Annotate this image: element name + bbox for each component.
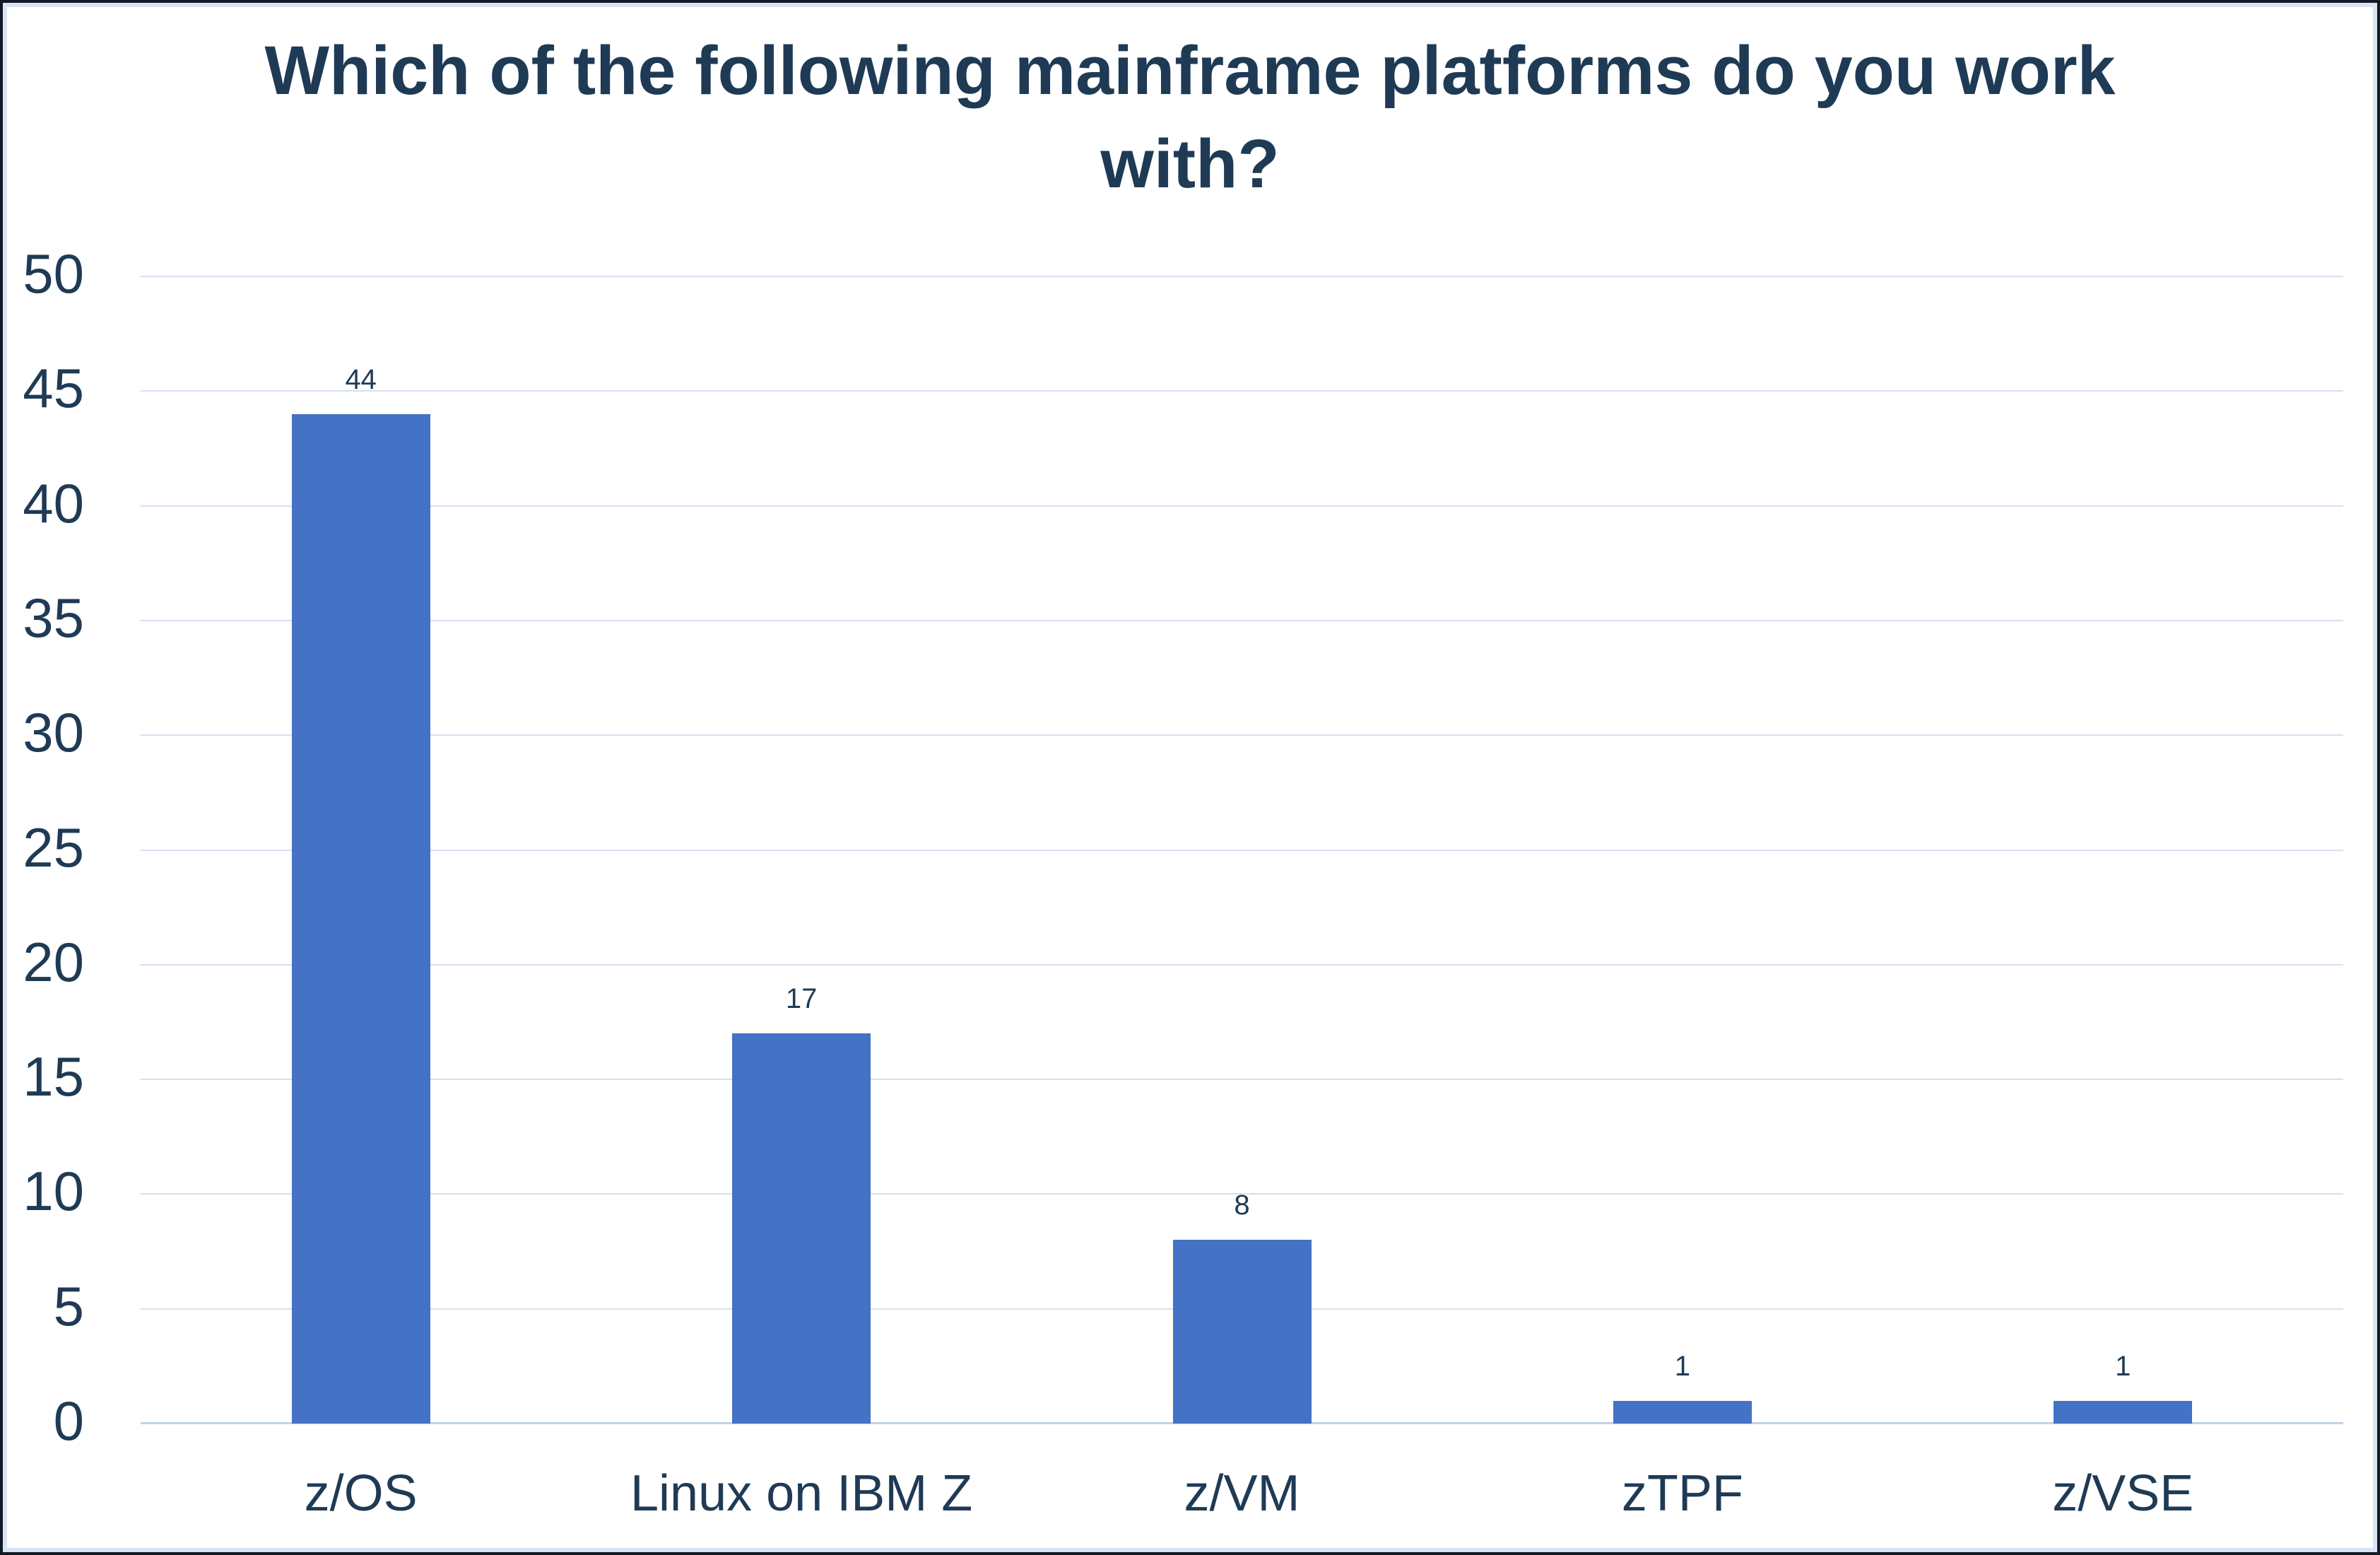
gridline [141,849,2343,851]
chart-title-line-2: with? [1100,124,1280,202]
bar-value-label: 8 [1234,1190,1250,1221]
x-category-label: Linux on IBM Z [630,1465,973,1522]
gridline [141,505,2343,507]
x-category-label: z/VSE [2052,1465,2194,1522]
y-axis-tick-label: 30 [23,701,84,764]
bar [291,413,430,1424]
y-axis-tick-label: 15 [23,1045,84,1108]
y-axis-tick-label: 10 [23,1160,84,1223]
x-category-label: z/VM [1184,1465,1300,1522]
bar [732,1033,871,1424]
chart-title: Which of the following mainframe platfor… [3,24,2377,211]
y-axis-tick-label: 35 [23,586,84,649]
x-category-label: z/OS [304,1465,418,1522]
bar-value-label: 1 [1674,1350,1691,1382]
y-axis-tick-label: 40 [23,471,84,534]
bar [1613,1400,1752,1424]
y-axis-tick-labels: 0 5 10 15 20 25 30 35 40 45 50 [3,242,84,1452]
gridline [141,619,2343,621]
bar-value-label: 1 [2115,1350,2131,1382]
gridline [141,276,2343,277]
gridline [141,734,2343,737]
bar-value-label: 17 [785,983,818,1015]
x-category-label: zTPF [1621,1465,1743,1522]
y-axis-tick-label: 45 [23,357,84,420]
bar [2054,1400,2193,1424]
gridline [141,963,2343,966]
y-axis-tick-label: 20 [23,930,84,993]
x-axis-category-labels: z/OS Linux on IBM Z z/VM zTPF z/VSE [141,1465,2343,1542]
y-axis-tick-label: 25 [23,816,84,879]
gridline [141,1193,2343,1195]
gridline [141,390,2343,392]
chart-title-line-1: Which of the following mainframe platfor… [264,32,2116,109]
bar [1172,1240,1312,1424]
gridline [141,1079,2343,1081]
y-axis-tick-label: 0 [53,1389,84,1452]
plot-area: 44 17 8 1 1 [141,276,2343,1424]
y-axis-tick-label: 5 [53,1274,84,1337]
y-axis-tick-label: 50 [23,242,84,305]
bar-value-label: 44 [345,363,377,395]
